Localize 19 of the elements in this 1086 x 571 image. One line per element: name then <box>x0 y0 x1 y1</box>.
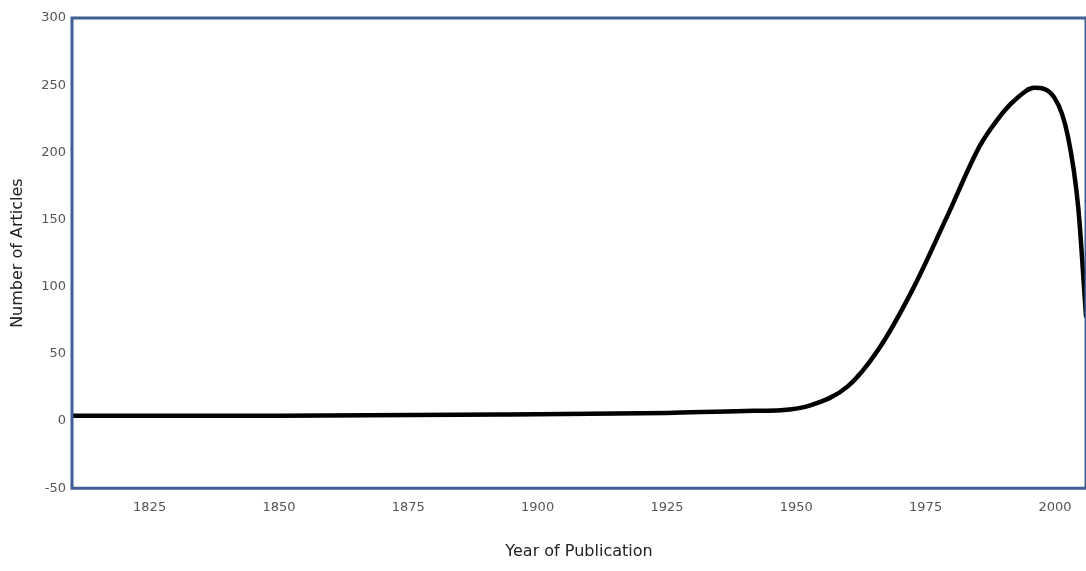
x-tick-label: 2000 <box>1038 499 1072 515</box>
x-tick-label: 1900 <box>521 499 555 515</box>
y-tick-label: 0 <box>57 412 67 428</box>
y-tick-label: 50 <box>49 345 67 361</box>
y-tick-label: 100 <box>41 278 67 294</box>
line-series <box>72 85 1086 418</box>
x-tick-label: 1825 <box>133 499 167 515</box>
x-tick-label: 1875 <box>391 499 425 515</box>
y-tick-label: 150 <box>41 210 67 226</box>
y-tick-label: 250 <box>41 76 67 92</box>
y-tick-label: 200 <box>41 143 67 159</box>
y-tick-label: 300 <box>41 9 67 25</box>
x-tick-label: 1850 <box>262 499 296 515</box>
x-axis-title: Year of Publication <box>504 540 653 560</box>
y-axis-title: Number of Articles <box>6 178 26 328</box>
y-tick-label: -50 <box>44 479 67 495</box>
x-tick-label: 1950 <box>779 499 813 515</box>
x-tick-label: 1925 <box>650 499 684 515</box>
x-tick-label: 1975 <box>909 499 943 515</box>
